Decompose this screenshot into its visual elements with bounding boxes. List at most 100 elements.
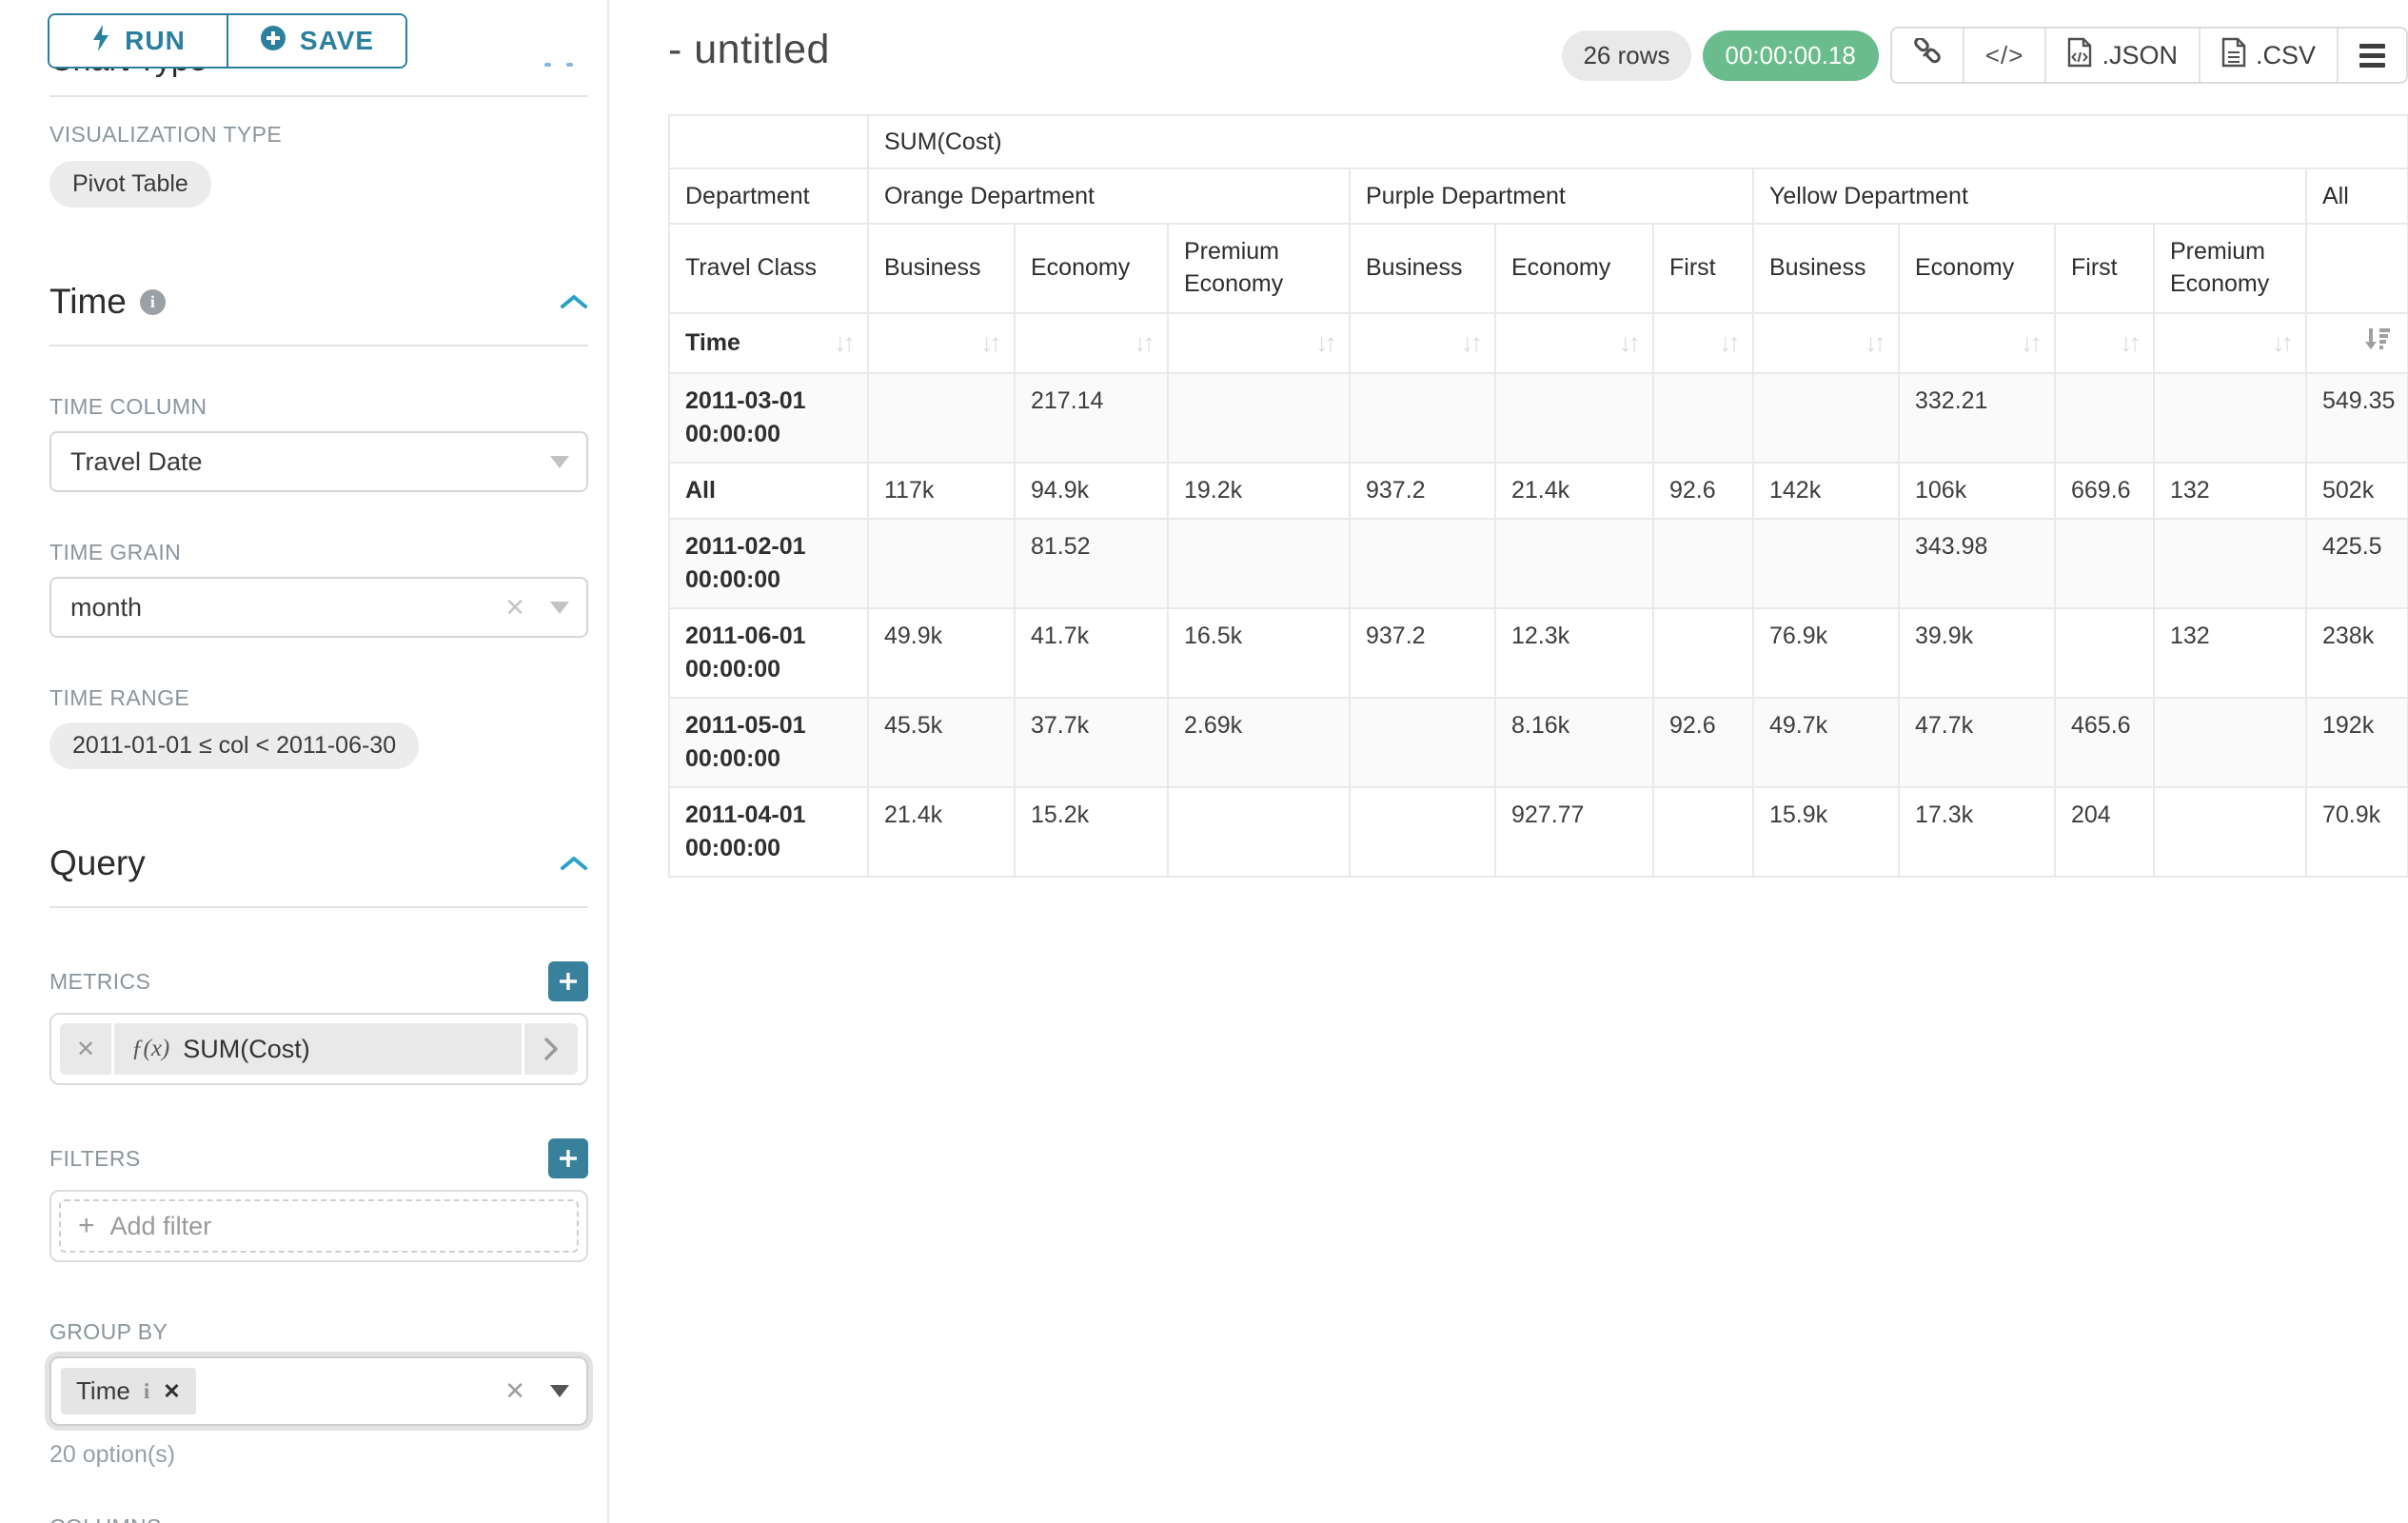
add-metric-button[interactable]: [548, 961, 588, 1001]
sort-icon: ↓↑: [1461, 327, 1483, 357]
value-cell: [1167, 785, 1351, 878]
sort-time-column[interactable]: Time ↓↑: [685, 328, 856, 357]
value-cell: 927.77: [1494, 785, 1654, 878]
sort-value-column[interactable]: ↓↑: [884, 329, 1002, 356]
sort-value-column[interactable]: ↓↑: [2170, 329, 2294, 356]
json-file-icon: [2067, 37, 2092, 74]
add-filter-button[interactable]: + Add filter: [59, 1199, 579, 1253]
value-cell: 94.9k: [1014, 461, 1169, 520]
caret-down-icon: [550, 601, 569, 614]
view-query-button[interactable]: </>: [1962, 29, 2045, 82]
value-cell: [1349, 371, 1496, 464]
add-filter-plus-button[interactable]: [548, 1138, 588, 1178]
value-cell: 12.3k: [1494, 606, 1654, 699]
run-button[interactable]: RUN: [49, 15, 227, 67]
row-header: 2011-04-01 00:00:00: [668, 785, 869, 878]
dimension-tag[interactable]: Time i ✕: [61, 1368, 196, 1414]
time-dimension-header: Time: [685, 328, 740, 356]
metric-header: SUM(Cost): [867, 114, 2408, 169]
value-cell: 132: [2153, 461, 2307, 520]
row-header: 2011-05-01 00:00:00: [668, 696, 869, 788]
value-cell: [1652, 606, 1754, 699]
remove-tag-icon[interactable]: ✕: [163, 1378, 181, 1403]
group-by-options-hint: 20 option(s): [49, 1441, 176, 1468]
chart-panel: - untitled 26 rows 00:00:00.18: [609, 0, 2408, 1523]
value-cell: 192k: [2305, 696, 2408, 788]
value-cell: 204: [2054, 785, 2155, 878]
travel-class-header: [2305, 223, 2408, 314]
table-row: All 117k 94.9k 19.2k 937.2 21.4k 92.6 142k 106k 6…: [668, 461, 2408, 520]
export-json-button[interactable]: .JSON: [2044, 29, 2199, 82]
department-dimension-header: Department: [668, 168, 869, 225]
visualization-type-section: VISUALIZATION TYPE Pivot Table: [49, 122, 588, 208]
caret-down-icon: [550, 455, 569, 468]
clear-icon[interactable]: ✕: [504, 592, 525, 622]
value-cell: 2.69k: [1167, 696, 1351, 788]
value-cell: [1652, 785, 1754, 878]
sort-value-column[interactable]: ↓↑: [1769, 327, 1886, 357]
metrics-box: ✕ ƒ(x) SUM(Cost): [49, 1013, 588, 1085]
value-cell: 117k: [867, 461, 1016, 520]
export-csv-button[interactable]: .CSV: [2198, 29, 2337, 82]
chevron-right-icon[interactable]: [524, 1023, 578, 1075]
group-by-select[interactable]: Time i ✕ ✕: [49, 1356, 588, 1426]
value-cell: [1494, 371, 1654, 464]
value-cell: 132: [2153, 606, 2307, 699]
panel-dots: [544, 63, 573, 67]
value-cell: [867, 517, 1016, 609]
clear-icon[interactable]: ✕: [504, 1376, 525, 1405]
chart-title[interactable]: - untitled: [668, 27, 830, 72]
query-timer-badge: 00:00:00.18: [1702, 30, 1879, 81]
pivot-table-container[interactable]: SUM(Cost) Department Orange Department Purp…: [668, 114, 2408, 878]
info-icon[interactable]: i: [139, 288, 166, 315]
sort-icon: ↓↑: [1865, 327, 1886, 357]
remove-metric-icon[interactable]: ✕: [60, 1023, 111, 1075]
chevron-up-icon[interactable]: [560, 293, 588, 310]
sort-value-column[interactable]: [2322, 326, 2392, 361]
divider: [49, 95, 588, 97]
save-button[interactable]: SAVE: [227, 15, 405, 67]
info-icon[interactable]: i: [143, 1378, 150, 1403]
plus-icon: +: [78, 1210, 95, 1241]
sort-value-column[interactable]: ↓↑: [1669, 329, 1741, 356]
travel-class-header: Economy: [1014, 223, 1169, 314]
value-cell: 332.21: [1898, 371, 2056, 464]
query-section-title: Query: [49, 843, 146, 882]
value-cell: 238k: [2305, 606, 2408, 699]
sort-value-column[interactable]: ↓↑: [1031, 329, 1155, 356]
metric-body[interactable]: ƒ(x) SUM(Cost): [114, 1023, 522, 1075]
value-cell: [1652, 517, 1754, 609]
time-range-value[interactable]: 2011-01-01 ≤ col < 2011-06-30: [49, 722, 420, 769]
sort-value-column[interactable]: ↓↑: [2071, 329, 2142, 356]
tag-label: Time: [76, 1376, 130, 1405]
row-count-badge: 26 rows: [1562, 30, 1691, 81]
sort-value-column[interactable]: ↓↑: [1511, 327, 1641, 357]
menu-button[interactable]: [2337, 29, 2406, 82]
visualization-type-value[interactable]: Pivot Table: [49, 161, 211, 208]
code-icon: </>: [1984, 40, 2024, 69]
corner-cell: [668, 114, 869, 169]
share-link-button[interactable]: [1891, 29, 1963, 82]
value-cell: 39.9k: [1898, 606, 2056, 699]
sort-value-column[interactable]: ↓↑: [1915, 329, 2043, 356]
sort-value-column[interactable]: ↓↑: [1366, 327, 1483, 357]
time-column-select[interactable]: Travel Date: [49, 431, 588, 492]
value-cell: 76.9k: [1752, 606, 1900, 699]
table-row: 2011-05-01 00:00:00 45.5k 37.7k 2.69k 8.16k 9…: [668, 696, 2408, 788]
divider: [49, 345, 588, 346]
sort-icon: ↓↑: [1619, 327, 1641, 357]
value-cell: [1494, 517, 1654, 609]
value-cell: 49.9k: [867, 606, 1016, 699]
value-cell: [2054, 371, 2155, 464]
travel-class-header: Business: [1349, 223, 1496, 314]
row-header: All: [668, 461, 869, 520]
time-grain-label: TIME GRAIN: [49, 540, 182, 564]
time-grain-select[interactable]: month ✕: [49, 577, 588, 638]
sort-value-column[interactable]: ↓↑: [1184, 329, 1337, 356]
filters-label: FILTERS: [49, 1145, 141, 1171]
value-cell: [2153, 517, 2307, 609]
value-cell: [2054, 606, 2155, 699]
value-cell: [2153, 696, 2307, 788]
chevron-up-icon[interactable]: [560, 855, 588, 872]
value-cell: 92.6: [1652, 461, 1754, 520]
